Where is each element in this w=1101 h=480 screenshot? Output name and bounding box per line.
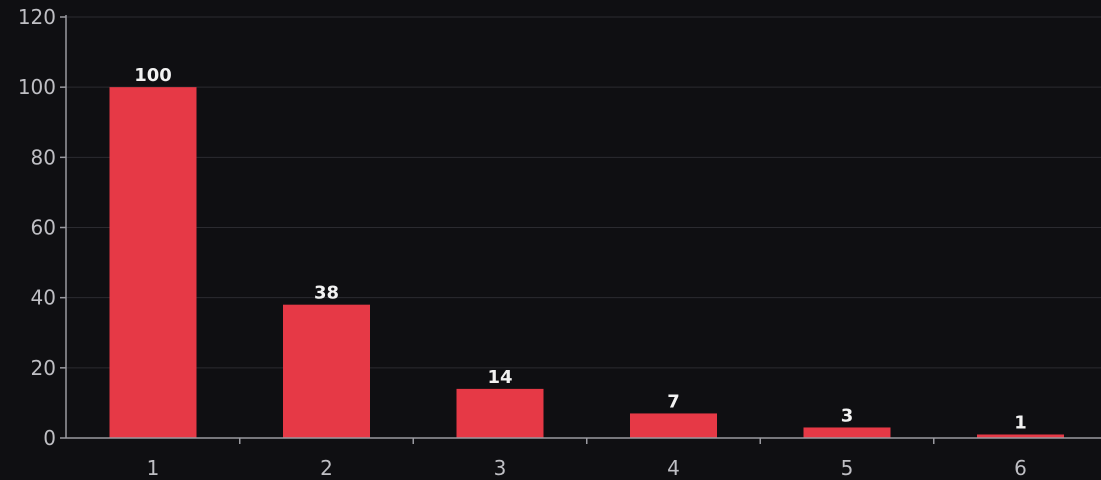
bar-1 xyxy=(109,87,197,439)
y-tick-label: 80 xyxy=(31,145,56,169)
bar-6 xyxy=(977,434,1064,438)
bar-2 xyxy=(283,304,370,438)
x-tick-label-4: 4 xyxy=(667,456,680,480)
y-tick-label: 0 xyxy=(43,426,56,450)
data-label-4: 7 xyxy=(667,391,680,412)
bar-4 xyxy=(630,413,717,438)
bars xyxy=(109,87,1064,439)
x-tick-label-1: 1 xyxy=(147,456,160,480)
data-label-2: 38 xyxy=(314,283,339,304)
data-label-5: 3 xyxy=(841,405,854,426)
y-axis-ticks: 0 20 40 60 80 100 120 xyxy=(18,5,66,450)
data-label-6: 1 xyxy=(1014,412,1027,433)
bar-3 xyxy=(456,388,544,438)
y-tick-label: 20 xyxy=(31,356,56,380)
y-tick-label: 120 xyxy=(18,5,56,29)
data-label-3: 14 xyxy=(487,367,512,388)
data-labels: 100 38 14 7 3 1 xyxy=(134,65,1027,433)
bar-5 xyxy=(803,427,891,438)
x-axis-ticks: 1 2 3 4 5 6 xyxy=(147,438,1027,480)
y-tick-label: 100 xyxy=(18,75,56,99)
x-tick-label-3: 3 xyxy=(494,456,507,480)
y-tick-label: 40 xyxy=(31,286,56,310)
y-tick-label: 60 xyxy=(31,216,56,240)
gridlines xyxy=(66,16,1101,369)
data-label-1: 100 xyxy=(134,65,172,86)
x-tick-label-5: 5 xyxy=(841,456,854,480)
x-tick-label-2: 2 xyxy=(320,456,333,480)
x-tick-label-6: 6 xyxy=(1014,456,1027,480)
